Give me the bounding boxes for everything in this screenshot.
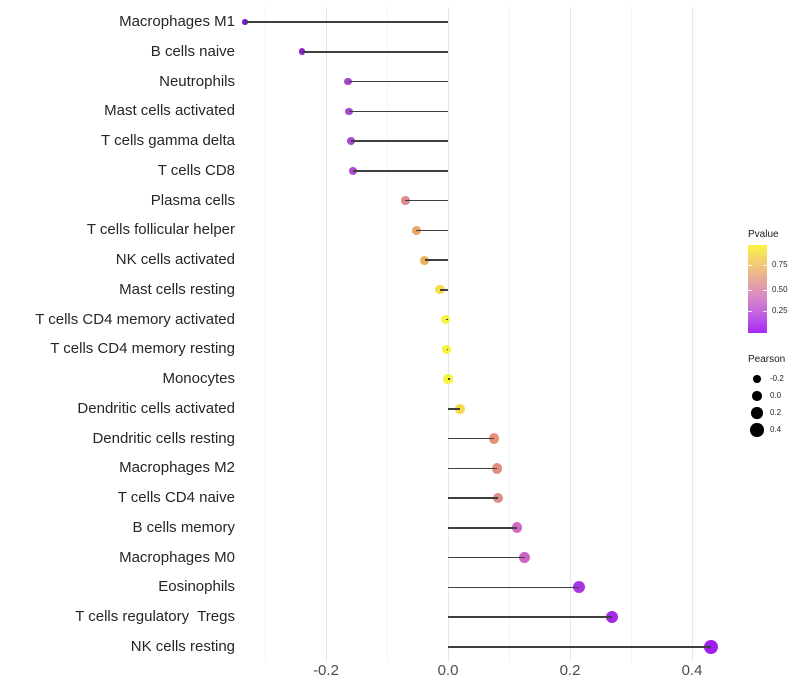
lollipop-dot <box>242 19 248 25</box>
lollipop-dot <box>435 285 445 295</box>
pearson-size-dot <box>751 407 763 419</box>
pearson-size-dot <box>750 423 764 437</box>
lollipop-stem <box>448 437 494 440</box>
gridline-minor <box>264 7 266 662</box>
y-axis-label: B cells naive <box>150 42 235 60</box>
y-axis-label: T cells regulatory Tregs <box>75 608 235 626</box>
lollipop-stem <box>405 199 448 202</box>
pearson-size-label: 0.0 <box>770 391 782 400</box>
lollipop-dot <box>401 196 410 205</box>
lollipop-stem <box>448 646 711 648</box>
gridline-minor <box>386 7 388 662</box>
lollipop-stem <box>448 556 525 559</box>
lollipop-dot <box>573 581 586 594</box>
lollipop-stem <box>448 467 497 470</box>
pearson-size-label: 0.4 <box>770 425 782 434</box>
y-axis-label: Monocytes <box>162 370 235 388</box>
lollipop-stem <box>448 527 517 529</box>
colorbar-tick-label: 0.75 <box>772 260 788 269</box>
lollipop-stem <box>445 318 448 321</box>
gridline-minor <box>630 7 632 662</box>
gridline-major <box>569 7 571 662</box>
lollipop-stem <box>416 229 448 232</box>
y-axis-label: T cells gamma delta <box>101 132 235 150</box>
y-axis-label: Macrophages M1 <box>119 13 235 30</box>
lollipop-stem <box>448 616 613 618</box>
lollipop-dot <box>455 404 465 414</box>
colorbar-tick-mark <box>748 290 752 291</box>
lollipop-stem <box>448 378 450 380</box>
x-axis-tick-label: 0.2 <box>559 662 581 679</box>
gridline-minor <box>508 7 510 662</box>
lollipop-dot <box>511 522 523 534</box>
gridline-major <box>447 7 449 662</box>
pearson-size-label: 0.2 <box>770 408 782 417</box>
lollipop-stem <box>424 259 448 261</box>
colorbar-tick-mark <box>763 265 767 266</box>
lollipop-dot <box>345 107 353 115</box>
y-axis-label: Macrophages M2 <box>119 459 235 477</box>
lollipop-stem <box>302 51 448 53</box>
y-axis-label: Eosinophils <box>158 578 235 596</box>
colorbar-tick-mark <box>748 311 752 312</box>
pearson-size-dot <box>752 391 762 401</box>
y-axis-label: Plasma cells <box>150 191 235 209</box>
pearson-legend-title: Pearson <box>748 354 786 365</box>
lollipop-stem <box>349 110 448 113</box>
pvalue-legend-title: Pvalue <box>748 229 779 240</box>
colorbar-tick-label: 0.25 <box>772 306 788 315</box>
lollipop-stem <box>347 80 448 83</box>
y-axis-label: B cells memory <box>132 518 235 536</box>
colorbar-tick-mark <box>763 311 767 312</box>
y-axis-label: Macrophages M0 <box>119 548 235 566</box>
lollipop-dot <box>605 610 619 624</box>
lollipop-stem <box>448 497 499 499</box>
lollipop-dot <box>344 77 352 86</box>
y-axis-label: T cells CD4 memory activated <box>35 310 235 328</box>
y-axis-label: Dendritic cells activated <box>77 399 235 417</box>
lollipop-dot <box>349 167 357 175</box>
gridline-major <box>325 7 327 662</box>
y-axis-label: Mast cells resting <box>119 280 235 298</box>
y-axis-label: T cells CD8 <box>157 161 235 179</box>
lollipop-stem <box>448 586 580 589</box>
colorbar-tick-mark <box>748 265 752 266</box>
y-axis-label: T cells CD4 naive <box>117 489 235 507</box>
y-axis-label: T cells follicular helper <box>86 221 235 239</box>
colorbar-tick-label: 0.50 <box>772 285 788 294</box>
lollipop-dot <box>443 374 453 384</box>
lollipop-stem <box>448 408 461 410</box>
colorbar-tick-mark <box>763 290 767 291</box>
x-axis-tick-label: -0.2 <box>313 662 339 679</box>
lollipop-stem <box>352 170 448 172</box>
x-axis-tick-label: 0.0 <box>437 662 459 679</box>
y-axis-label: NK cells resting <box>130 637 235 655</box>
y-axis-label: NK cells activated <box>115 251 235 269</box>
lollipop-stem <box>351 140 448 142</box>
lollipop-stem <box>244 21 448 23</box>
lollipop-stem <box>440 289 448 291</box>
y-axis-label: Mast cells activated <box>104 102 235 120</box>
gridline-major <box>691 7 693 662</box>
pearson-size-label: -0.2 <box>770 374 784 383</box>
pearson-size-dot <box>753 375 761 383</box>
y-axis-label: Dendritic cells resting <box>92 429 235 447</box>
x-axis-tick-label: 0.4 <box>681 662 703 679</box>
pvalue-colorbar <box>748 245 767 333</box>
lollipop-stem <box>446 348 449 351</box>
y-axis-label: T cells CD4 memory resting <box>50 340 235 358</box>
y-axis-label: Neutrophils <box>159 72 235 90</box>
lollipop-dot <box>347 137 355 145</box>
